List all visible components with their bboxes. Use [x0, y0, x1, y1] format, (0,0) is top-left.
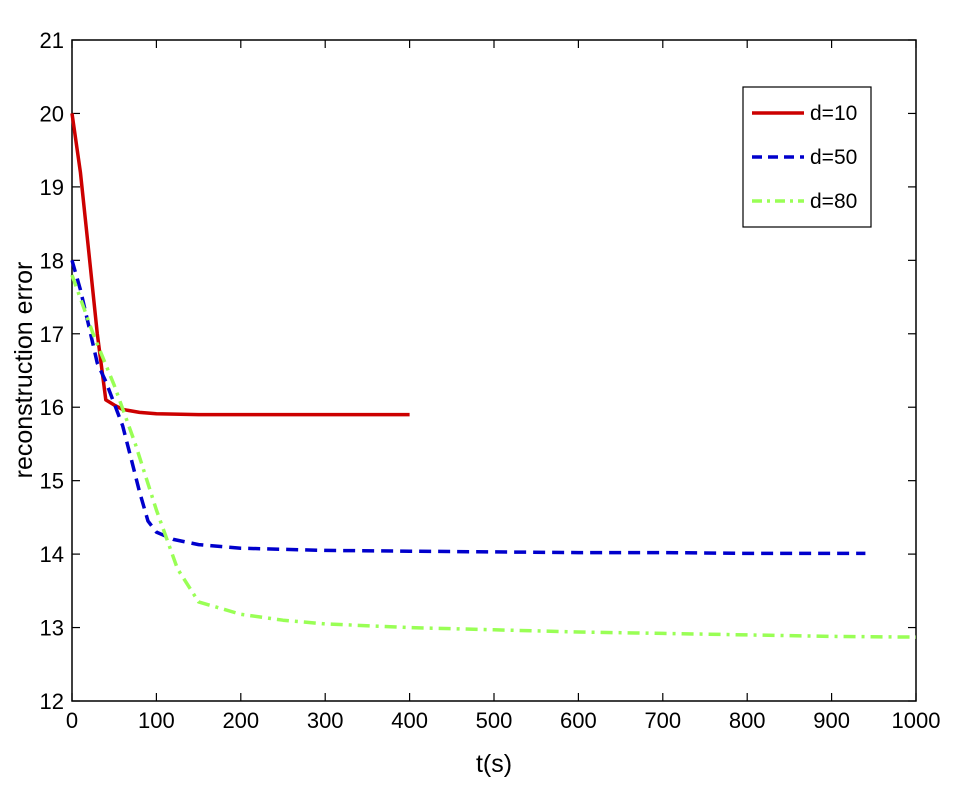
- x-tick-label: 700: [644, 708, 681, 733]
- legend-label-3: d=80: [810, 190, 857, 213]
- x-tick-label: 1000: [892, 708, 941, 733]
- y-tick-label: 12: [40, 689, 64, 714]
- y-tick-label: 13: [40, 616, 64, 641]
- series-line-3: [70, 274, 917, 639]
- legend-label-2: d=50: [810, 146, 857, 169]
- x-tick-label: 600: [560, 708, 597, 733]
- axis-tick-labels: 0 100 200 300 400 500 600 700 800 900 1000 12 13 14 15…: [40, 28, 941, 733]
- x-tick-label: 500: [476, 708, 513, 733]
- legend-box: [742, 86, 872, 228]
- x-tick-label: 200: [222, 708, 259, 733]
- x-tick-label: 400: [391, 708, 428, 733]
- x-axis-label: t(s): [476, 750, 512, 778]
- x-tick-label: 900: [813, 708, 850, 733]
- y-axis-label: reconstruction error: [10, 262, 38, 479]
- x-tick-label: 100: [138, 708, 175, 733]
- y-tick-label: 17: [40, 322, 64, 347]
- y-tick-label: 15: [40, 469, 64, 494]
- y-tick-label: 19: [40, 175, 64, 200]
- y-tick-label: 21: [40, 28, 64, 53]
- x-tick-label: 300: [307, 708, 344, 733]
- x-tick-label: 800: [729, 708, 766, 733]
- y-tick-label: 14: [40, 542, 64, 567]
- series-group: [70, 113, 917, 639]
- x-tick-label: 0: [66, 708, 78, 733]
- axis-ticks: [71, 39, 917, 702]
- legend-label-1: d=10: [810, 102, 857, 125]
- series-line-1: [70, 113, 410, 417]
- legend: d=10 d=50 d=80: [742, 86, 872, 228]
- y-tick-label: 20: [40, 101, 64, 126]
- y-tick-label: 16: [40, 395, 64, 420]
- y-tick-label: 18: [40, 248, 64, 273]
